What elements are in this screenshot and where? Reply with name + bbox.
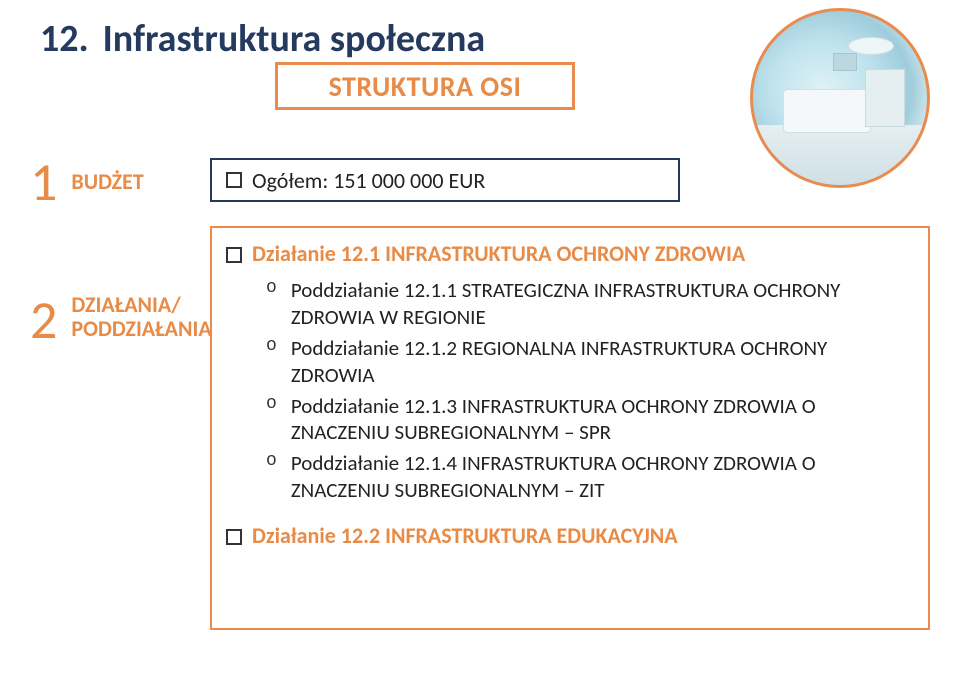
title-number: 12. [40,16,89,62]
bullet-icon: o [266,277,277,300]
image-floor [753,125,927,185]
action-2-heading: Działanie 12.2 INFRASTRUKTURA EDUKACYJNA [226,522,914,549]
section-label-budget: BUDŻET [71,170,143,194]
sub-text: Poddziałanie 12.1.1 STRATEGICZNA INFRAST… [291,277,914,331]
section-number-2: 2 [30,293,57,347]
checkbox-icon [226,247,242,263]
checkbox-icon [226,172,242,188]
left-column: 1 BUDŻET 2 DZIAŁANIA/ PODDZIAŁANIA [10,155,200,347]
image-bed [783,89,871,133]
hero-image [750,8,930,188]
section-actions: 2 DZIAŁANIA/ PODDZIAŁANIA [30,293,212,347]
section-budget: 1 BUDŻET [30,155,144,209]
list-item: o Poddziałanie 12.1.4 INFRASTRUKTURA OCH… [266,450,914,504]
budget-text: Ogółem: 151 000 000 EUR [252,167,485,194]
bullet-icon: o [266,393,277,416]
action-1-heading: Działanie 12.1 INFRASTRUKTURA OCHRONY ZD… [226,240,914,267]
slide: 12. Infrastruktura społeczna STRUKTURA O… [0,0,960,679]
action-2-text: Działanie 12.2 INFRASTRUKTURA EDUKACYJNA [252,522,678,549]
title-text: Infrastruktura społeczna [103,16,486,62]
list-item: o Poddziałanie 12.1.3 INFRASTRUKTURA OCH… [266,393,914,447]
section-label-actions: DZIAŁANIA/ PODDZIAŁANIA [71,293,211,341]
budget-box: Ogółem: 151 000 000 EUR [210,158,680,202]
image-cabinet [865,69,905,127]
list-item: o Poddziałanie 12.1.1 STRATEGICZNA INFRA… [266,277,914,331]
action-1-sublist: o Poddziałanie 12.1.1 STRATEGICZNA INFRA… [266,277,914,504]
bullet-icon: o [266,335,277,358]
sub-text: Poddziałanie 12.1.4 INFRASTRUKTURA OCHRO… [291,450,914,504]
bullet-icon: o [266,450,277,473]
image-monitor [833,53,857,71]
sub-text: Poddziałanie 12.1.3 INFRASTRUKTURA OCHRO… [291,393,914,447]
sub-text: Poddziałanie 12.1.2 REGIONALNA INFRASTRU… [291,335,914,389]
checkbox-icon [226,529,242,545]
subtitle-text: STRUKTURA OSI [329,69,522,104]
actions-box: Działanie 12.1 INFRASTRUKTURA OCHRONY ZD… [210,226,930,630]
section-number-1: 1 [30,155,57,209]
action-1-text: Działanie 12.1 INFRASTRUKTURA OCHRONY ZD… [252,240,745,267]
subtitle-box: STRUKTURA OSI [275,62,575,110]
list-item: o Poddziałanie 12.1.2 REGIONALNA INFRAST… [266,335,914,389]
